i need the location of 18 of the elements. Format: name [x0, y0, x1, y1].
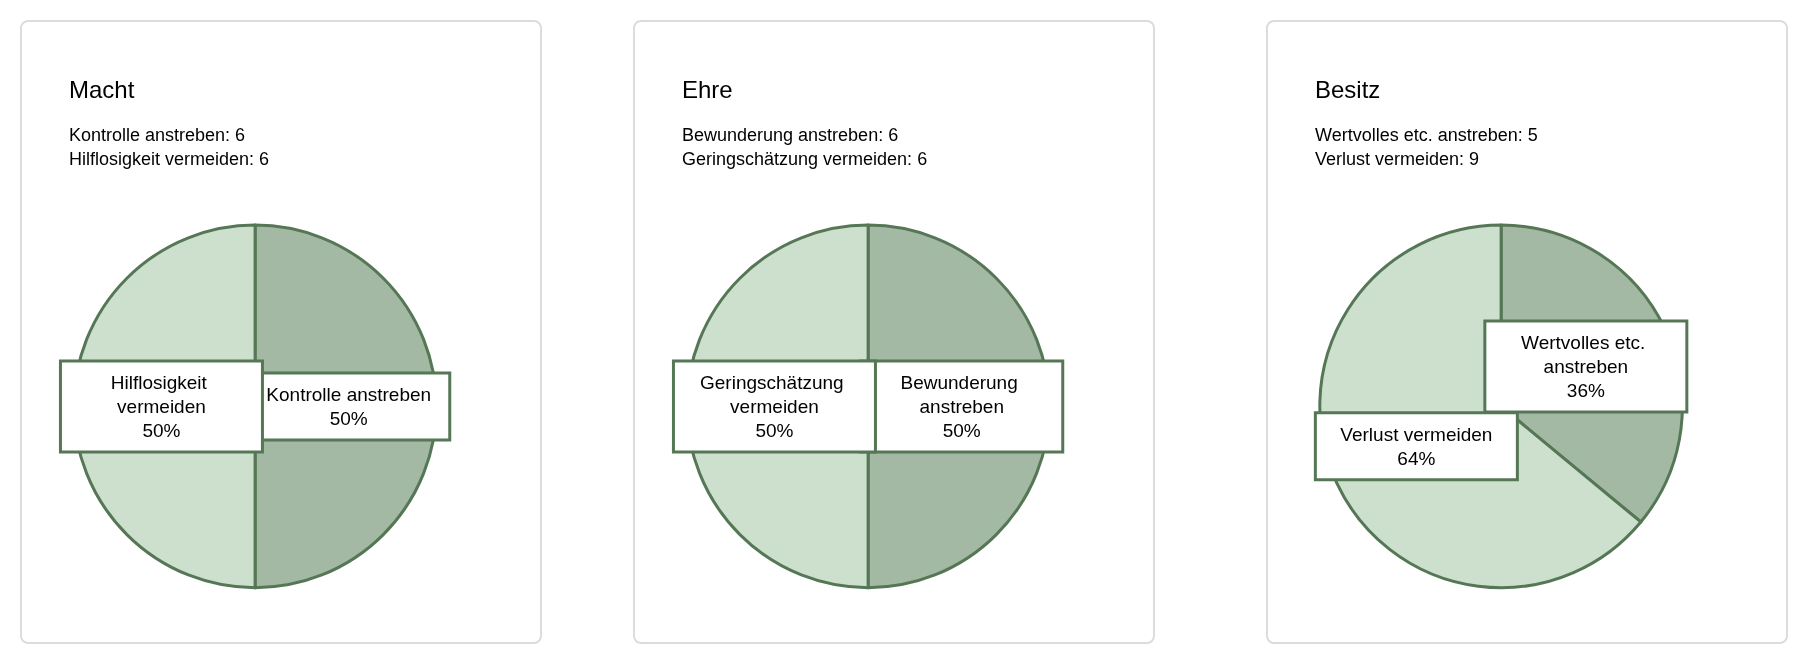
data-label: 50% — [942, 419, 981, 441]
slice-label: Kontrolle anstreben — [266, 383, 432, 405]
data-label: 36% — [1566, 380, 1605, 402]
slice-label: Hilflosigkeit vermeiden — [110, 371, 213, 417]
chart-title: Ehre — [682, 75, 733, 103]
chart-title: Macht — [69, 75, 135, 103]
chart-subtitle: Bewunderung anstreben: 6 Geringschätzung vermeiden: 6 — [682, 125, 928, 169]
slice-label: Wertvolles etc. anstreben — [1521, 332, 1651, 378]
slice-label: Bewunderung anstreben — [900, 371, 1024, 417]
chart-title: Besitz — [1315, 75, 1381, 103]
data-label: 50% — [329, 407, 368, 429]
data-label: 50% — [755, 419, 794, 441]
data-label: 64% — [1397, 447, 1436, 469]
slice-label: Verlust vermeiden — [1340, 423, 1493, 445]
data-label: 50% — [142, 419, 181, 441]
chart-subtitle: Wertvolles etc. anstreben: 5 Verlust vermeiden: 9 — [1315, 125, 1538, 169]
slice-label: Geringschätzung vermeiden — [699, 371, 849, 417]
chart-subtitle: Kontrolle anstreben: 6 Hilflosigkeit vermeiden: 6 — [69, 125, 270, 169]
